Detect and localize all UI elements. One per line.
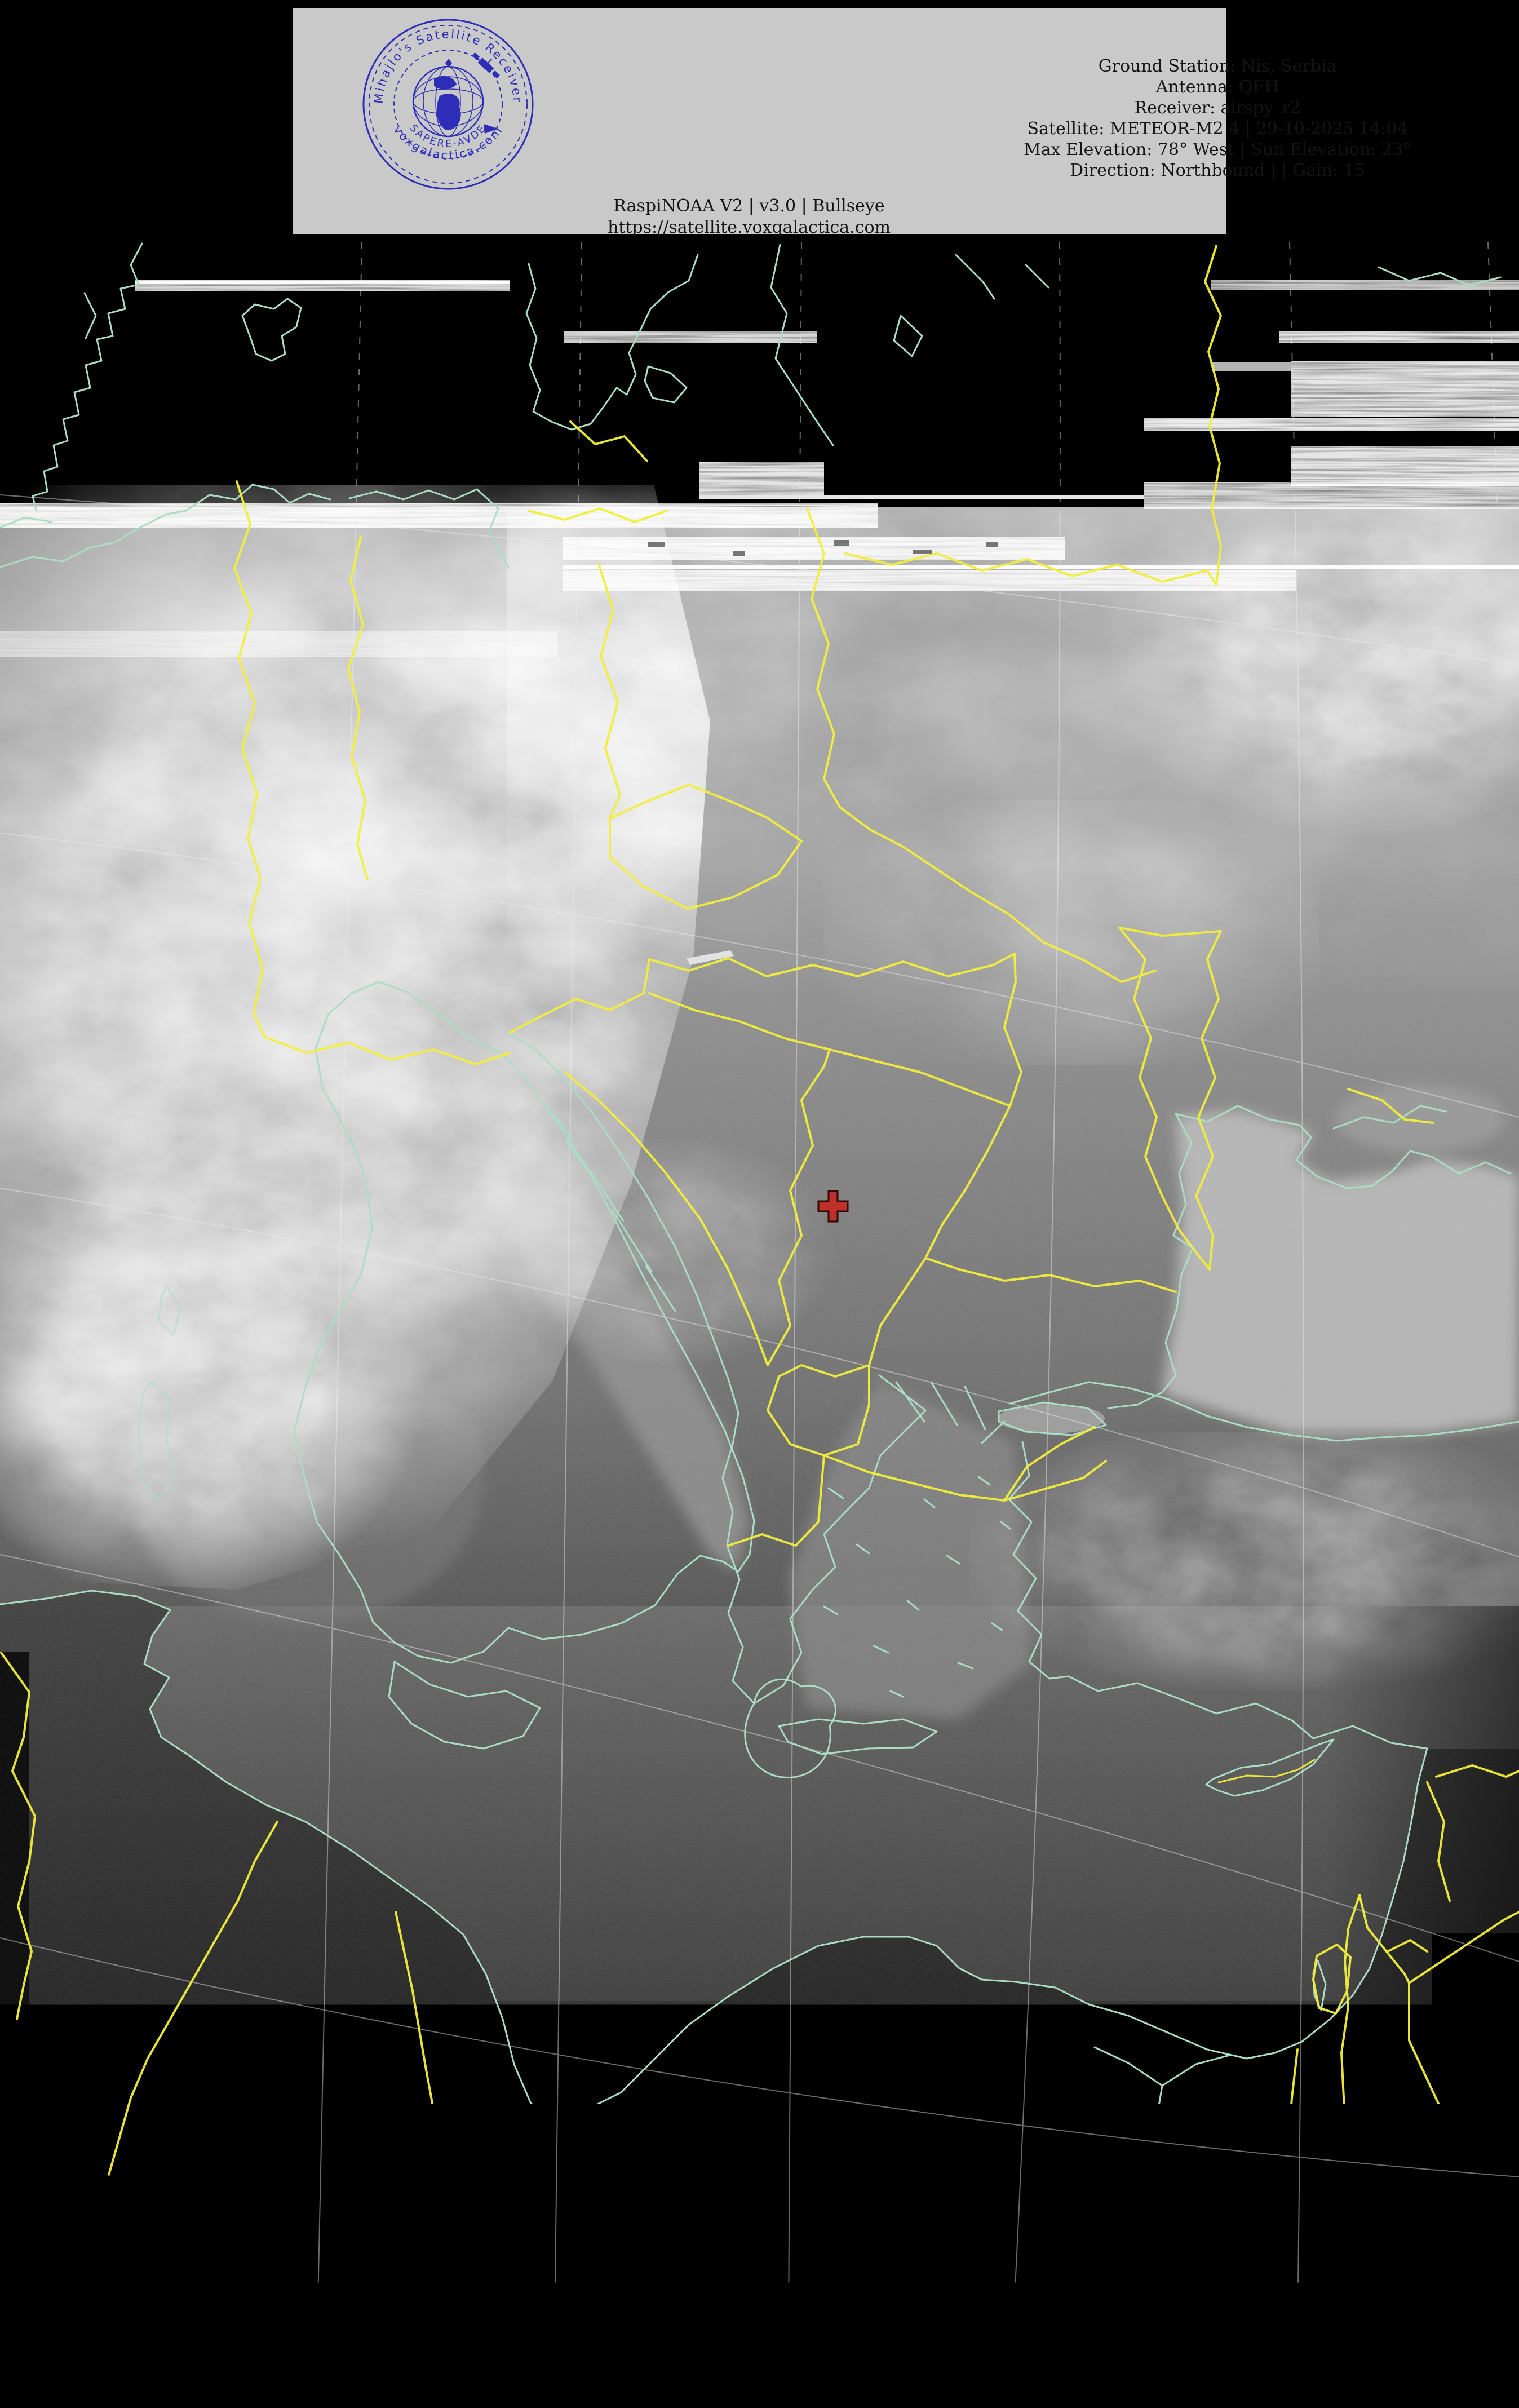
- noise-band: [1291, 361, 1519, 417]
- satellite-map: [0, 0, 1519, 2408]
- noise-band: [1279, 331, 1519, 343]
- reception-info: Ground Station: Nis, Serbia Antenna: QFH…: [879, 56, 1519, 181]
- globe-europe-landmass: [434, 76, 457, 90]
- sensor-grain: [0, 507, 1519, 2408]
- noise-band: [699, 495, 1144, 499]
- app-version-block: RaspiNOAA V2 | v3.0 | Bullseye https://s…: [580, 196, 918, 238]
- direction-gain-line: Direction: Northbound | | Gain: 15: [879, 160, 1519, 181]
- app-version-line: RaspiNOAA V2 | v3.0 | Bullseye: [580, 196, 918, 217]
- noise-band: [1042, 2338, 1519, 2342]
- station-stamp-logo: Mihajlo's Satellite Receiver SAPERE·AVDE…: [355, 11, 541, 197]
- elevation-line: Max Elevation: 78° West | Sun Elevation:…: [879, 139, 1519, 160]
- receiver-line: Receiver: airspy_r2: [879, 98, 1519, 118]
- noise-band: [563, 570, 1296, 591]
- noise-band: [135, 281, 510, 284]
- noise-band: [563, 537, 1065, 560]
- noise-band: [1144, 482, 1519, 509]
- satellite-capture-page: Ground Station: Nis, Serbia Antenna: QFH…: [0, 0, 1519, 2408]
- noise-band: [1291, 446, 1519, 486]
- bottom-shading: [0, 2198, 1519, 2408]
- noise-band: [0, 503, 878, 528]
- noise-band: [1144, 418, 1519, 431]
- antenna-line: Antenna: QFH: [879, 77, 1519, 98]
- globe-africa-landmass: [437, 94, 461, 130]
- stamp-globe-icon: [413, 59, 483, 136]
- ground-station-line: Ground Station: Nis, Serbia: [879, 56, 1519, 77]
- satellite-line: Satellite: METEOR-M2 4 | 29-10-2025 14:0…: [879, 118, 1519, 139]
- noise-band: [699, 462, 824, 495]
- noise-band: [0, 631, 558, 657]
- noise-band: [1071, 2243, 1519, 2247]
- site-url: https://satellite.voxgalactica.com: [580, 217, 918, 238]
- noise-band: [1212, 362, 1291, 371]
